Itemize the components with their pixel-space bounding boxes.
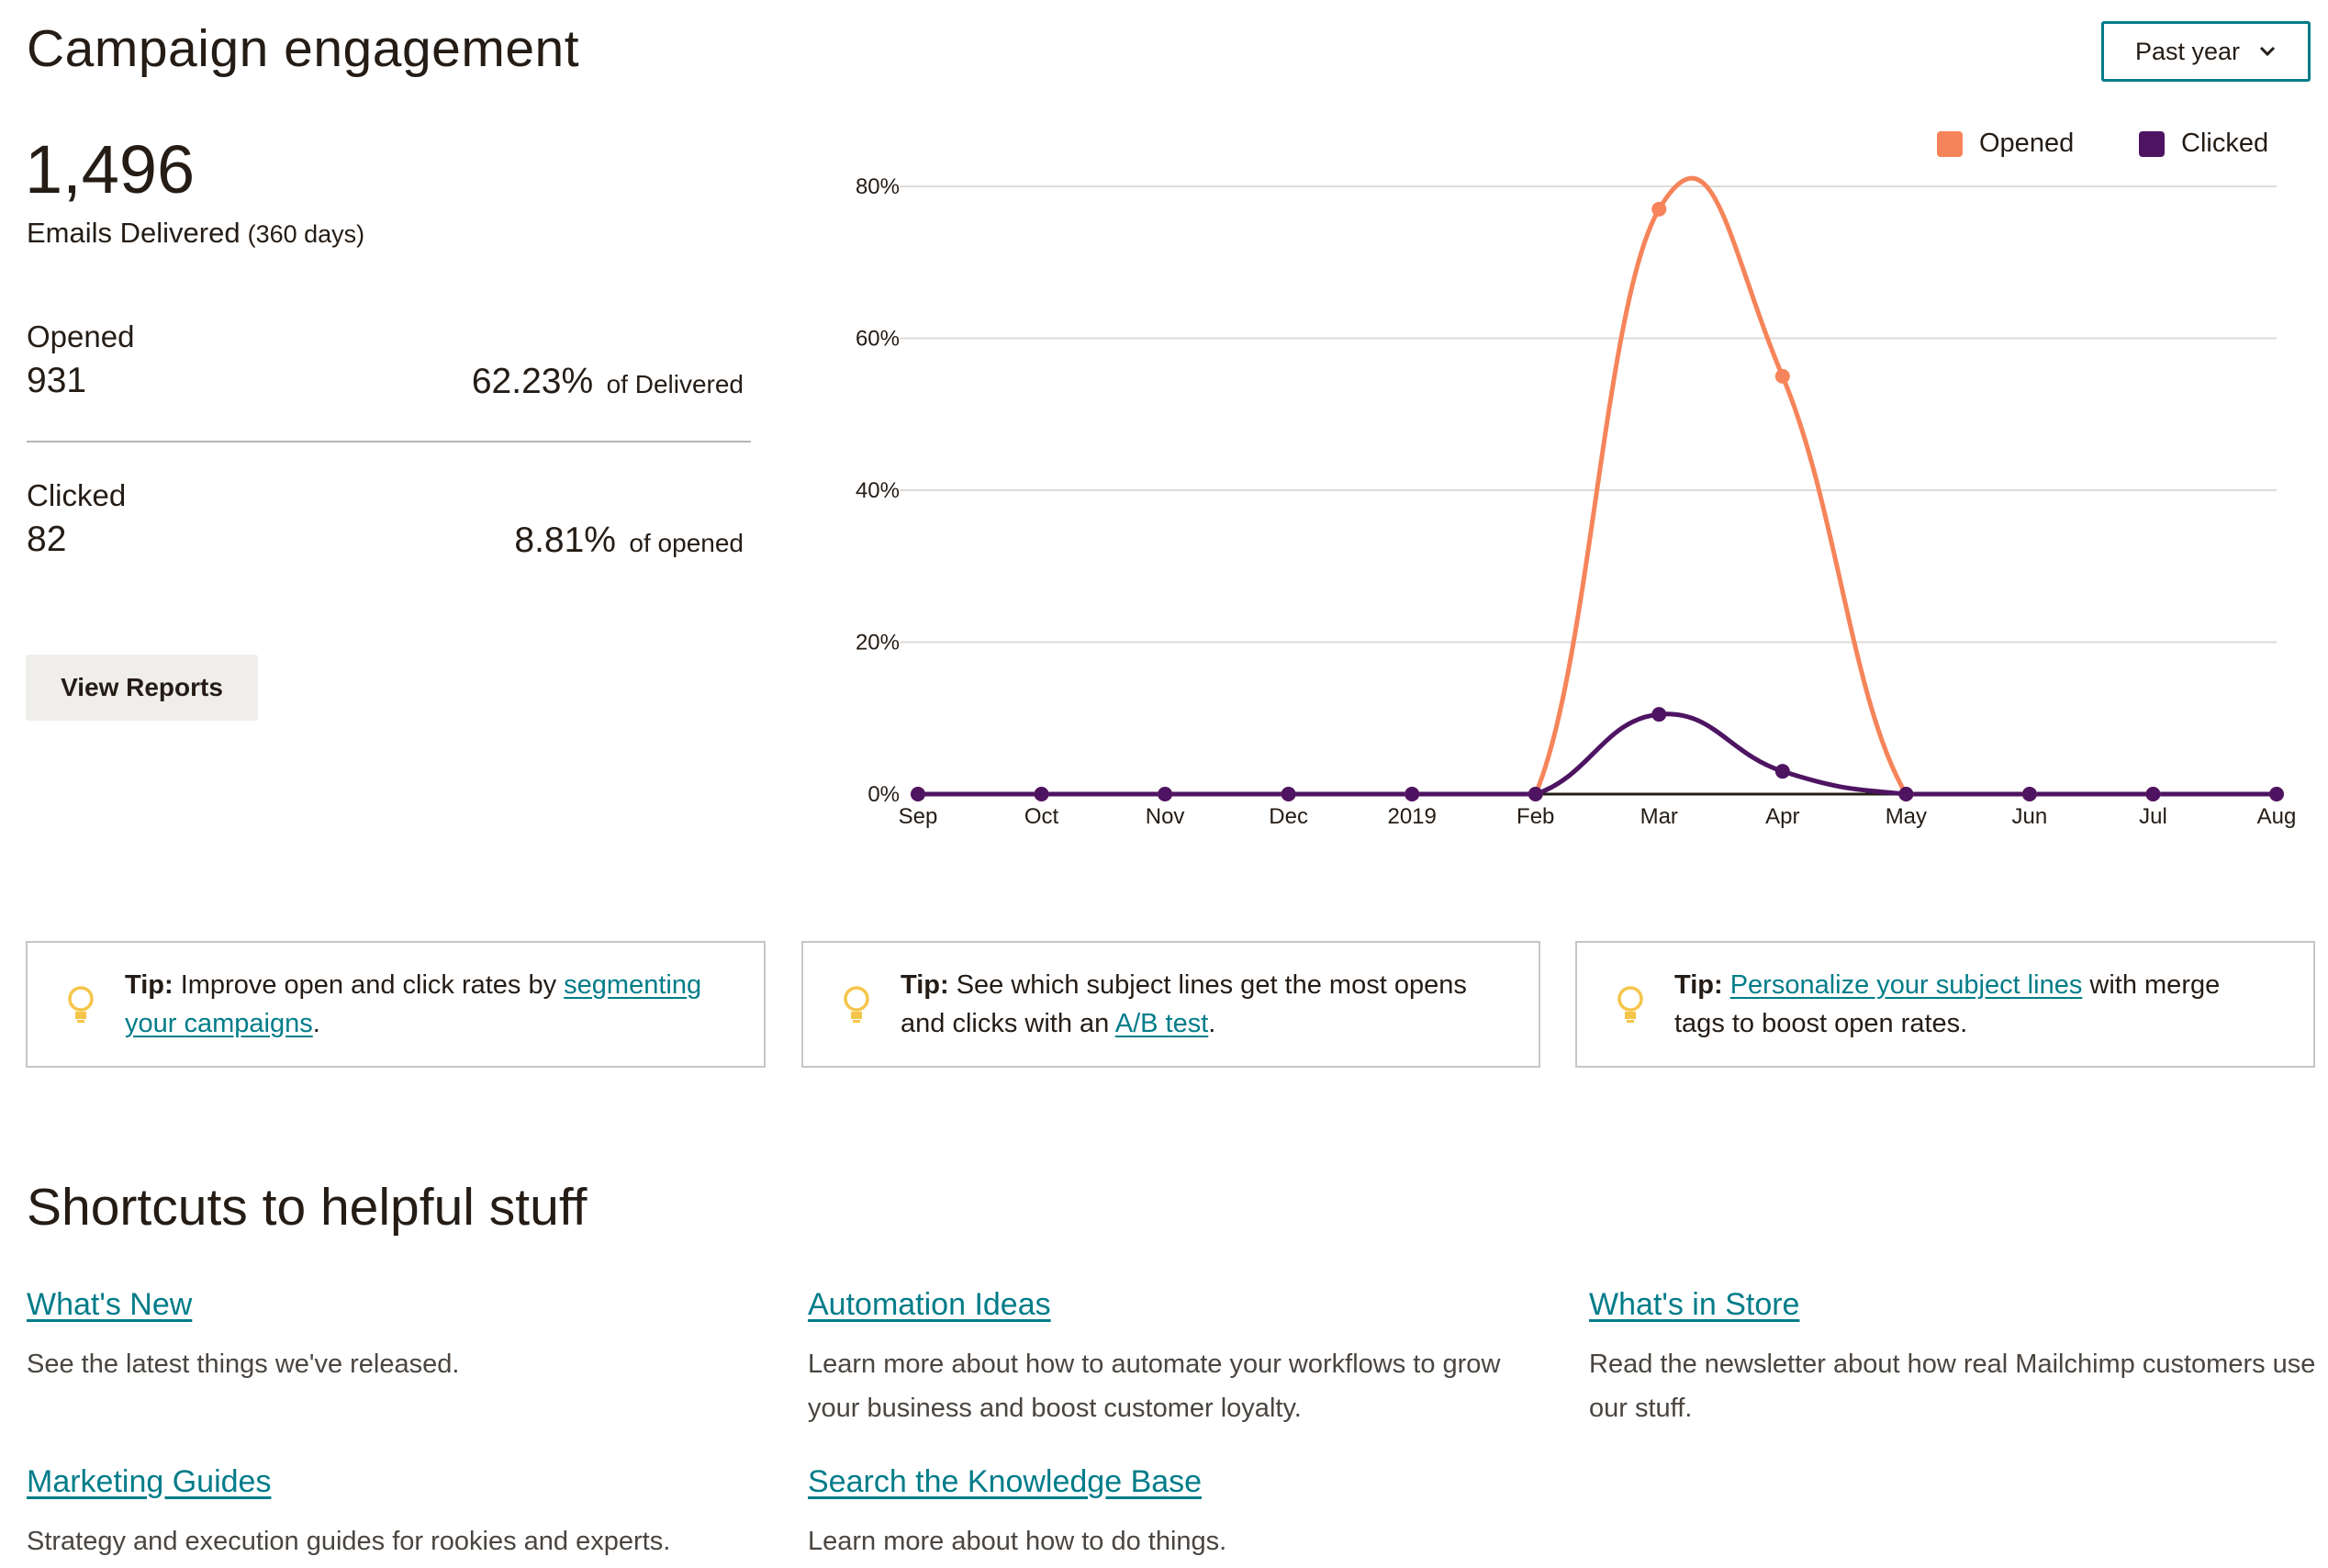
tip-prefix: Tip: — [901, 970, 949, 1000]
legend-clicked-label: Clicked — [2181, 129, 2269, 158]
whats-new-link[interactable]: What's New — [27, 1287, 193, 1322]
legend-clicked: Clicked — [2139, 129, 2268, 159]
y-tick-label: 0% — [867, 782, 900, 807]
delivered-days: (360 days) — [247, 220, 365, 248]
tip-suffix: . — [1208, 1009, 1216, 1038]
emails-delivered-text: Emails Delivered — [27, 217, 241, 249]
whats-in-store-description: Read the newsletter about how real Mailc… — [1589, 1350, 2316, 1423]
opened-series-line — [917, 175, 2277, 797]
x-tick-label: Jun — [2012, 804, 2048, 829]
opened-percent: 62.23% — [471, 362, 594, 401]
clicked-data-point — [1281, 787, 1296, 801]
tip-text: Tip: Improve open and click rates by seg… — [125, 966, 764, 1043]
legend-opened: Opened — [1937, 129, 2074, 159]
opened-data-point — [1774, 368, 1790, 384]
clicked-data-point — [1158, 787, 1173, 801]
x-tick-label: May — [1886, 804, 1927, 829]
x-tick-label: Feb — [1517, 804, 1554, 829]
legend-clicked-swatch — [2139, 130, 2165, 157]
tip-card-personalize: Tip: Personalize your subject lines with… — [1575, 941, 2315, 1068]
clicked-data-point — [1034, 787, 1049, 801]
x-tick-label: Nov — [1146, 804, 1185, 829]
clicked-data-point — [1898, 787, 1914, 801]
clicked-data-point — [1774, 764, 1790, 779]
legend-opened-label: Opened — [1979, 129, 2075, 158]
knowledge-base-description: Learn more about how to do things. — [808, 1527, 1227, 1556]
opened-percent-note: of Delivered — [606, 370, 744, 398]
x-tick-label: 2019 — [1387, 804, 1436, 829]
personalize-subject-lines-link[interactable]: Personalize your subject lines — [1729, 970, 2083, 1000]
lightbulb-icon — [1617, 986, 1643, 1023]
tip-suffix: with merge tags to boost open rates. — [1674, 970, 2221, 1038]
automation-ideas-description: Learn more about how to automate your wo… — [808, 1350, 1501, 1423]
clicked-percent-group: 8.81% of opened — [422, 521, 744, 561]
tip-text: Tip: Personalize your subject lines with… — [1674, 966, 2313, 1043]
y-tick-label: 80% — [856, 174, 900, 199]
clicked-data-point — [911, 787, 925, 801]
x-tick-label: Oct — [1024, 804, 1059, 829]
tip-body: Improve open and click rates by — [180, 970, 565, 1000]
date-range-value: Past year — [2134, 37, 2241, 65]
opened-value: 931 — [27, 361, 87, 400]
engagement-line-chart: 0% 20% 40% 60% 80% Sep Oct Nov Dec 2019 Feb Mar Apr M… — [856, 174, 2297, 829]
y-tick-label: 60% — [856, 327, 900, 352]
opened-data-point — [1651, 201, 1667, 217]
clicked-percent: 8.81% — [514, 521, 616, 560]
marketing-guides-link[interactable]: Marketing Guides — [27, 1464, 272, 1499]
view-reports-button[interactable]: View Reports — [26, 655, 258, 721]
clicked-data-point — [1405, 787, 1420, 801]
opened-percent-group: 62.23% of Delivered — [422, 362, 744, 402]
lightbulb-icon — [68, 986, 94, 1023]
y-tick-label: 40% — [856, 478, 900, 503]
clicked-data-point — [1528, 787, 1543, 801]
x-tick-label: Aug — [2257, 804, 2297, 829]
marketing-guides-description: Strategy and execution guides for rookie… — [27, 1527, 671, 1556]
clicked-value: 82 — [27, 520, 67, 559]
tip-card-segmenting: Tip: Improve open and click rates by seg… — [26, 941, 766, 1068]
stats-divider — [27, 441, 751, 442]
x-tick-label: Jul — [2139, 804, 2167, 829]
clicked-data-point — [2145, 787, 2161, 801]
clicked-series-line — [917, 711, 2277, 797]
tip-card-ab-test: Tip: See which subject lines get the mos… — [801, 941, 1540, 1068]
clicked-data-point — [1651, 707, 1667, 722]
clicked-data-point — [2269, 787, 2284, 801]
tip-text: Tip: See which subject lines get the mos… — [901, 966, 1539, 1043]
x-tick-label: Dec — [1269, 804, 1308, 829]
clicked-data-point — [2021, 787, 2037, 801]
lightbulb-icon — [844, 986, 869, 1023]
opened-label: Opened — [27, 319, 135, 353]
tip-prefix: Tip: — [125, 970, 173, 1000]
page-title: Campaign engagement — [27, 19, 580, 78]
y-tick-label: 20% — [856, 631, 900, 655]
automation-ideas-link[interactable]: Automation Ideas — [808, 1287, 1051, 1322]
tip-body: See which subject lines get the most ope… — [901, 970, 1467, 1038]
segmenting-campaigns-link[interactable]: segmenting your campaigns — [125, 970, 702, 1038]
emails-delivered-count: 1,496 — [25, 131, 196, 207]
emails-delivered-label: Emails Delivered (360 days) — [27, 217, 364, 250]
chevron-down-icon — [2259, 46, 2276, 57]
legend-opened-swatch — [1937, 130, 1963, 157]
ab-test-link[interactable]: A/B test — [1114, 1009, 1209, 1038]
whats-new-description: See the latest things we've released. — [27, 1350, 460, 1379]
shortcuts-title: Shortcuts to helpful stuff — [27, 1178, 588, 1237]
tip-suffix: . — [312, 1009, 320, 1038]
tip-prefix: Tip: — [1674, 970, 1723, 1000]
date-range-select[interactable]: Past year — [2101, 21, 2311, 82]
knowledge-base-link[interactable]: Search the Knowledge Base — [808, 1464, 1203, 1499]
x-tick-label: Sep — [899, 804, 938, 829]
whats-in-store-link[interactable]: What's in Store — [1589, 1287, 1800, 1322]
x-tick-label: Apr — [1765, 804, 1799, 829]
x-tick-label: Mar — [1640, 804, 1678, 829]
clicked-label: Clicked — [27, 478, 127, 512]
clicked-percent-note: of opened — [629, 529, 744, 557]
